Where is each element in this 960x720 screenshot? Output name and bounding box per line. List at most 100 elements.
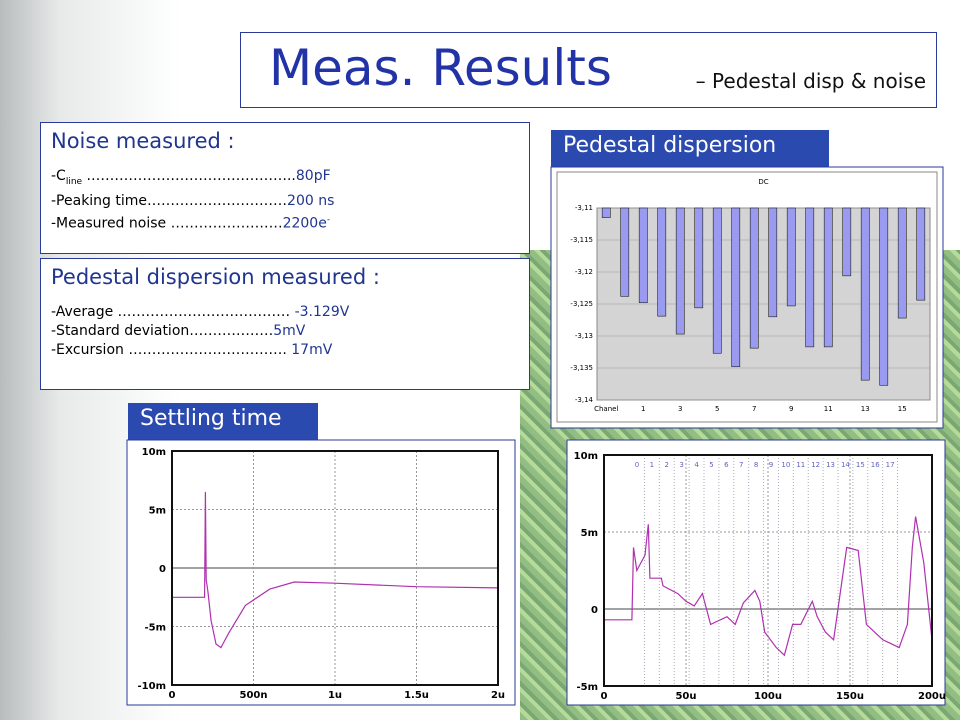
plot-border — [171, 450, 499, 686]
settling-tag: Settling time — [128, 403, 318, 441]
x-tick-label: 1u — [328, 690, 342, 701]
bar — [638, 207, 648, 304]
item-leader: …………………… — [170, 215, 283, 232]
channel-label: 15 — [856, 461, 865, 469]
bar-chart-title: DC — [758, 178, 768, 186]
y-tick-label: -3,125 — [570, 300, 593, 308]
item-leader: ……………………………. — [128, 342, 292, 358]
y-tick-label: -3,115 — [570, 236, 593, 244]
channel-label: 3 — [679, 461, 683, 469]
item-row: -Measured noise ……………………2200e- — [51, 211, 529, 234]
item-leader: ……………… — [189, 323, 274, 339]
item-label: -C — [51, 168, 66, 184]
x-tick-label: 2u — [491, 690, 505, 701]
x-tick-label: 0 — [169, 690, 176, 701]
x-tick-label: Chanel — [594, 405, 618, 413]
item-value: 5mV — [273, 323, 306, 339]
item-leader: .…………………………………….. — [82, 168, 296, 184]
bar — [916, 207, 926, 301]
x-tick-label: 50u — [675, 691, 696, 702]
channel-label: 4 — [694, 461, 699, 469]
x-tick-label: 3 — [678, 405, 682, 413]
bar — [657, 207, 667, 317]
y-tick-label: 0 — [591, 605, 598, 616]
y-tick-label: -5m — [144, 623, 166, 634]
item-row: -Excursion ……………………………. 17mV — [51, 341, 529, 360]
item-value: 17mV — [291, 342, 333, 358]
x-tick-label: 1 — [641, 405, 645, 413]
channel-label: 0 — [635, 461, 639, 469]
x-tick-label: 5 — [715, 405, 719, 413]
settling-frame — [126, 439, 516, 706]
item-row: -Average .……………………………… -3.129V — [51, 303, 529, 322]
item-value: -3.129V — [294, 304, 350, 320]
noise-items: -Cline .……………………………………..80pF -Peaking tim… — [51, 167, 529, 233]
bar — [601, 207, 611, 218]
y-tick-label: -5m — [576, 682, 598, 693]
channel-label: 2 — [665, 461, 669, 469]
x-tick-label: 15 — [898, 405, 907, 413]
bar — [823, 207, 833, 348]
bar — [675, 207, 685, 335]
item-label: -Peaking time — [51, 192, 148, 209]
x-tick-label: 11 — [824, 405, 833, 413]
y-tick-label: 10m — [574, 451, 598, 462]
channel-label: 13 — [826, 461, 835, 469]
y-tick-label: 0 — [159, 564, 166, 575]
plot-border — [603, 454, 933, 687]
bar — [694, 207, 704, 309]
x-tick-label: 1.5u — [404, 690, 429, 701]
x-tick-label: 150u — [836, 691, 864, 702]
channel-label: 9 — [769, 461, 773, 469]
pedestal-tag: Pedestal dispersion — [551, 130, 829, 168]
channel-label: 14 — [841, 461, 850, 469]
channel-label: 12 — [811, 461, 820, 469]
item-label: -Excursion — [51, 342, 129, 358]
channel-label: 1 — [650, 461, 654, 469]
channel-label: 6 — [724, 461, 729, 469]
y-tick-label: -3,11 — [575, 204, 593, 212]
item-label: -Measured noise — [51, 215, 171, 232]
item-row: -Peaking time…………………………200 ns — [51, 192, 529, 211]
channel-label: 8 — [754, 461, 758, 469]
y-tick-label: -3,13 — [575, 332, 593, 340]
noise-box: Noise measured : -Cline .…………………………………….… — [40, 122, 530, 254]
x-tick-label: 500n — [240, 690, 268, 701]
x-tick-label: 100u — [754, 691, 782, 702]
item-sup: - — [326, 214, 331, 225]
item-leader: ………………………… — [147, 192, 288, 209]
pedestal-box: Pedestal dispersion measured : -Average … — [40, 258, 530, 390]
bar — [805, 207, 815, 348]
y-tick-label: -10m — [138, 681, 167, 692]
pedestal-items: -Average .……………………………… -3.129V -Standard … — [51, 303, 529, 360]
bar — [749, 207, 759, 349]
waveform — [172, 491, 499, 649]
subtitle: – Pedestal disp & noise — [689, 69, 926, 93]
channel-label: 11 — [796, 461, 805, 469]
y-tick-label: -3,12 — [575, 268, 593, 276]
item-label: -Average . — [51, 304, 123, 320]
channel-label: 7 — [739, 461, 743, 469]
y-tick-label: -3,135 — [570, 364, 593, 372]
channels-frame — [566, 439, 946, 706]
channel-label: 17 — [886, 461, 895, 469]
bar — [879, 207, 889, 386]
bar — [731, 207, 741, 368]
item-value: 2200e — [282, 215, 327, 232]
item-row: -Cline .……………………………………..80pF — [51, 167, 529, 192]
bar — [620, 207, 630, 297]
x-tick-label: 9 — [789, 405, 793, 413]
bar — [897, 207, 907, 319]
item-sub: line — [65, 176, 83, 187]
item-label: -Standard deviation — [51, 323, 190, 339]
x-tick-label: 13 — [861, 405, 870, 413]
waveform — [604, 516, 933, 657]
title-box: Meas. Results – Pedestal disp & noise — [240, 32, 937, 108]
y-tick-label: 10m — [142, 447, 166, 458]
bar — [860, 207, 870, 381]
item-value: 80pF — [295, 168, 331, 184]
channel-label: 16 — [871, 461, 880, 469]
x-tick-label: 200u — [918, 691, 946, 702]
